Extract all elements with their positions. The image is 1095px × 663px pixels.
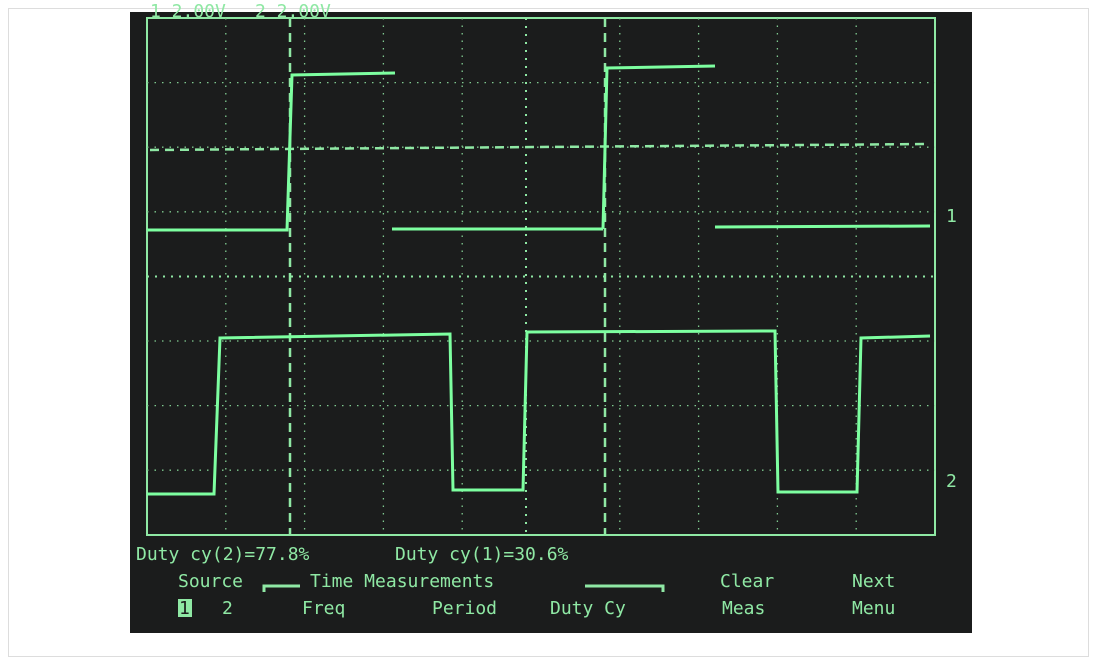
softkey-label: Period — [432, 598, 497, 619]
page: 1 2.00V 2 2.00V 1 2 Duty cy(2)=77.8% Dut… — [0, 0, 1095, 663]
group-label: Time Measurements — [310, 571, 494, 592]
channel-scale: 1 2.00V — [150, 1, 226, 22]
softkey-label: Duty Cy — [550, 598, 626, 619]
scope-screen — [130, 12, 972, 633]
source-option: 1 — [179, 598, 190, 619]
softkey-label: Menu — [852, 598, 895, 619]
channel-marker: 1 — [946, 206, 957, 227]
softkey-label: Freq — [302, 598, 345, 619]
softkey-label: Clear — [720, 571, 774, 592]
channel-scale: 2 2.00V — [255, 1, 331, 22]
photo: 1 2.00V 2 2.00V 1 2 Duty cy(2)=77.8% Dut… — [0, 0, 1095, 663]
softkey-label: Meas — [722, 598, 765, 619]
softkey-label: Source — [178, 571, 243, 592]
source-option: 2 — [222, 598, 233, 619]
channel-marker: 2 — [946, 471, 957, 492]
measurement: Duty cy(1)=30.6% — [395, 544, 569, 565]
softkey-label: Next — [852, 571, 895, 592]
measurement: Duty cy(2)=77.8% — [136, 544, 310, 565]
